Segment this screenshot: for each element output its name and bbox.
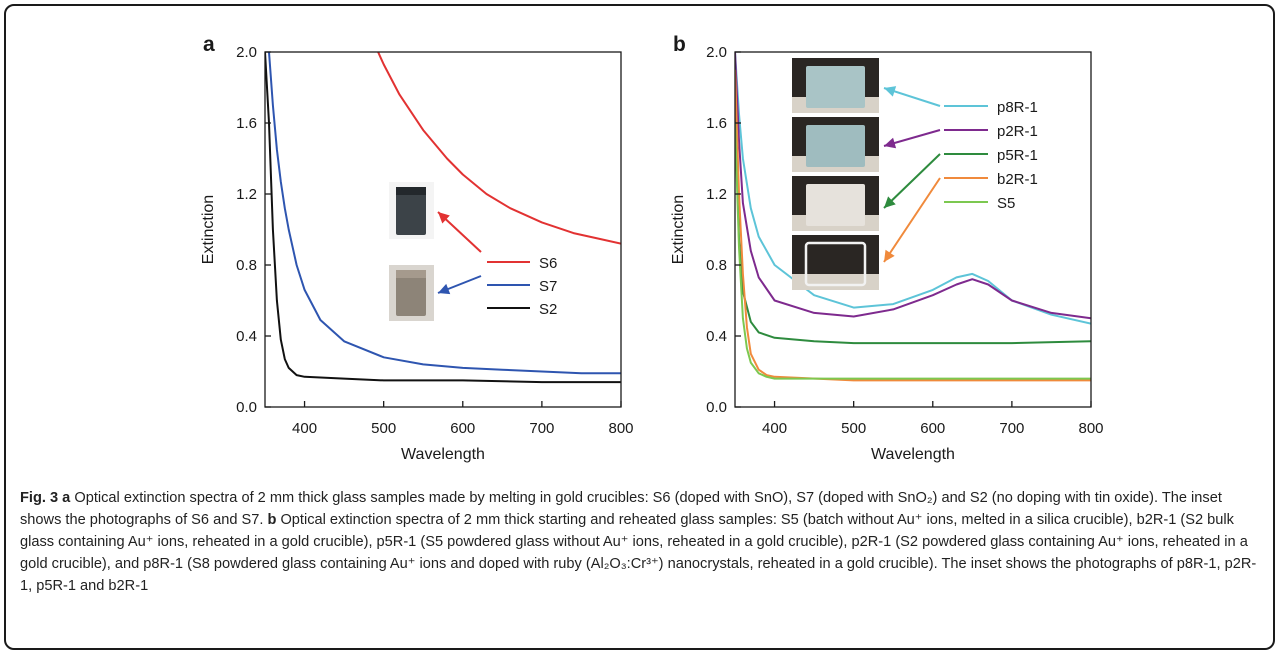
- y-tick-label: 0.0: [236, 399, 257, 416]
- caption-b-label: b: [267, 512, 277, 528]
- inset-arrow-b2R-1-head: [884, 249, 895, 262]
- axes-box: [264, 51, 622, 408]
- x-tick-label: 400: [762, 420, 787, 437]
- inset-photo-S6: [396, 187, 426, 235]
- x-tick-label: 400: [292, 420, 317, 437]
- legend-label-b2R-1: b2R-1: [997, 171, 1038, 188]
- panel-a-legend: S6 S7 S2: [487, 255, 557, 318]
- legend-label-p2R-1: p2R-1: [997, 123, 1038, 140]
- inset-photo-p5R-1: [806, 184, 865, 226]
- legend-label-S5: S5: [997, 195, 1015, 212]
- series-line-p8R-1: [735, 52, 1091, 325]
- panel-b-chart: b 0.0 0.4 0.8 1.2 1.6 2.0 400 500 600 700 800 Wavele…: [670, 33, 1104, 463]
- series-layer: [735, 52, 1091, 382]
- x-tick-label: 500: [841, 420, 866, 437]
- legend-label-p5R-1: p5R-1: [997, 147, 1038, 164]
- y-tick-label: 1.6: [706, 115, 727, 132]
- panel-b-inset: [792, 58, 941, 290]
- panel-label-b: b: [673, 33, 686, 56]
- caption-b-text: Optical extinction spectra of 2 mm thick…: [20, 512, 1257, 594]
- figure-caption: Fig. 3 a Optical extinction spectra of 2…: [20, 487, 1260, 597]
- inset-arrow-p5R-1-head: [884, 196, 896, 208]
- x-axis-label: Wavelength: [871, 446, 955, 463]
- series-line-S6: [377, 52, 621, 245]
- x-tick-label: 700: [999, 420, 1024, 437]
- inset-arrow-S7-head: [438, 283, 451, 295]
- inset-photo-p8R-1: [806, 66, 865, 108]
- y-tick-label: 1.2: [236, 186, 257, 203]
- series-line-p2R-1: [735, 52, 1091, 320]
- y-tick-label: 0.0: [706, 399, 727, 416]
- panel-a-chart: a 0.0 0.4 0.8 1.2 1.6 2.0 400 500 600 700 800 Wavele…: [200, 33, 634, 463]
- y-tick-label: 2.0: [706, 44, 727, 61]
- y-tick-label: 1.6: [236, 115, 257, 132]
- inset-arrow-S6-head: [438, 212, 450, 224]
- axes-box: [734, 51, 1092, 408]
- y-axis-label: Extinction: [670, 195, 687, 264]
- figure-charts: a 0.0 0.4 0.8 1.2 1.6 2.0 400 500 600 700 800 Wavele…: [200, 33, 1104, 463]
- panel-label-a: a: [203, 33, 215, 56]
- figure-frame: [4, 4, 1275, 650]
- inset-photo-p2R-1: [806, 125, 865, 167]
- legend-label-S6: S6: [539, 255, 557, 272]
- panel-b-legend: p8R-1 p2R-1 p5R-1 b2R-1 S5: [944, 99, 1038, 212]
- x-axis-label: Wavelength: [401, 446, 485, 463]
- legend-label-S7: S7: [539, 278, 557, 295]
- y-tick-label: 0.4: [706, 328, 727, 345]
- series-line-S2: [265, 52, 621, 384]
- y-tick-label: 1.2: [706, 186, 727, 203]
- caption-fig-label: Fig. 3: [20, 490, 59, 506]
- inset-photo-S7: [396, 270, 426, 316]
- y-axis-label: Extinction: [200, 195, 217, 264]
- x-tick-label: 800: [608, 420, 633, 437]
- inset-arrow-p2R-1-head: [884, 137, 897, 149]
- legend-label-S2: S2: [539, 301, 557, 318]
- y-tick-label: 0.4: [236, 328, 257, 345]
- inset-arrow-p8R-1-head: [884, 86, 897, 97]
- y-tick-label: 0.8: [706, 257, 727, 274]
- inset-photo-top: [396, 187, 426, 195]
- inset-photo-b2R-1: [804, 241, 867, 287]
- x-tick-label: 500: [371, 420, 396, 437]
- series-line-b2R-1: [735, 69, 1091, 382]
- x-tick-label: 600: [450, 420, 475, 437]
- caption-a-label: a: [62, 490, 71, 506]
- inset-arrow-p5R-1-shaft: [883, 153, 941, 209]
- caption-a-text: Optical extinction spectra of 2 mm thick…: [20, 490, 1222, 528]
- x-tick-label: 700: [529, 420, 554, 437]
- y-tick-label: 2.0: [236, 44, 257, 61]
- y-tick-label: 0.8: [236, 257, 257, 274]
- inset-arrow-b2R-1-shaft: [883, 177, 941, 263]
- x-tick-label: 600: [920, 420, 945, 437]
- series-line-p5R-1: [735, 87, 1091, 345]
- panel-a-inset: [389, 182, 482, 321]
- x-tick-label: 800: [1078, 420, 1103, 437]
- series-layer: [265, 52, 621, 384]
- series-line-S7: [268, 52, 621, 375]
- legend-label-p8R-1: p8R-1: [997, 99, 1038, 116]
- inset-photo-top: [396, 270, 426, 278]
- series-line-S5: [735, 122, 1091, 380]
